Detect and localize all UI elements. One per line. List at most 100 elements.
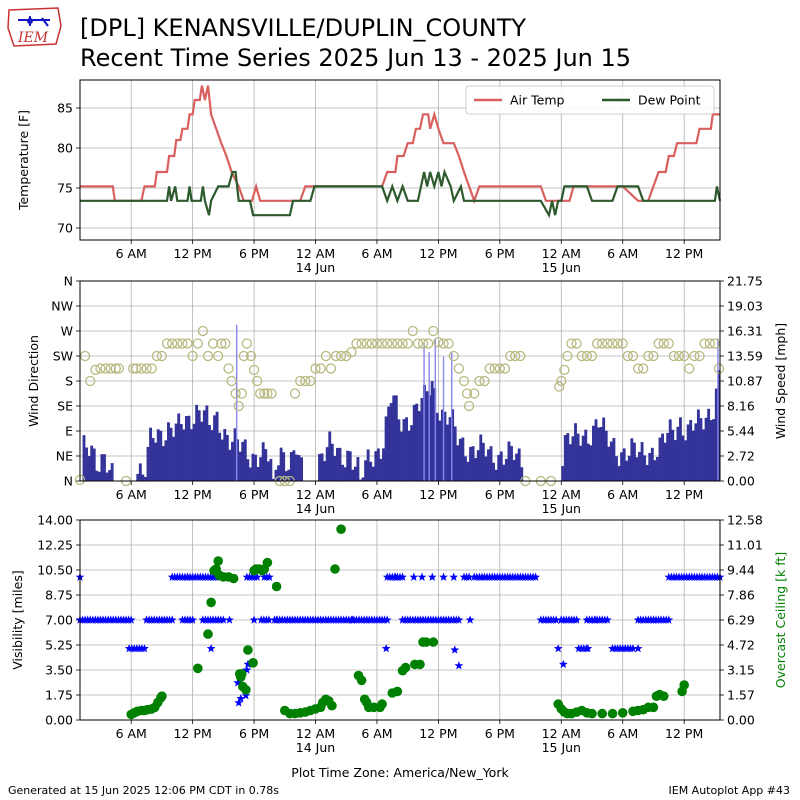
wind-speed-bar: [382, 448, 385, 481]
wind-xtick-label: 12 AM: [296, 487, 335, 502]
temp-xtick-label: 6 AM: [116, 246, 147, 261]
wind-speed-bar: [184, 416, 188, 481]
wind-direction-point: [110, 363, 121, 374]
wind-speed-tick-label: 13.59: [727, 349, 763, 364]
wind-direction-point: [105, 363, 116, 374]
wind-speed-bar: [264, 449, 268, 481]
temp-ytick-label: 75: [57, 181, 73, 196]
wind-speed-bar: [691, 430, 695, 481]
wind-speed-bar: [609, 441, 613, 481]
ceiling-ytick-label: 9.44: [727, 563, 755, 578]
visibility-point: [243, 659, 253, 668]
wind-speed-bar: [190, 429, 193, 481]
wind-speed-bar: [584, 429, 588, 481]
wind-speed-bar: [100, 454, 104, 481]
wind-speed-bar: [356, 457, 360, 481]
wind-speed-bar: [502, 464, 506, 481]
wind-speed-bar: [517, 448, 521, 481]
wind-speed-tick-label: 0.00: [727, 474, 755, 489]
wind-direction-point: [233, 400, 244, 412]
wind-xtick-label: 12 PM: [419, 487, 457, 502]
wind-direction-point: [622, 350, 633, 362]
temp-xtick-sublabel: 15 Jun: [542, 260, 581, 275]
wind-direction-point: [361, 338, 372, 349]
wind-speed-bar: [341, 464, 344, 481]
wind-speed-bar: [717, 370, 721, 481]
wind-speed-bar: [179, 424, 183, 481]
wind-speed-bar: [172, 436, 176, 481]
ceiling-point: [248, 658, 258, 668]
visibility-point: [551, 615, 561, 624]
ceiling-point: [648, 702, 659, 713]
visibility-point: [188, 615, 197, 624]
visibility-point: [454, 661, 464, 670]
vis-ytick-label: 8.75: [45, 588, 73, 603]
visibility-point: [272, 615, 281, 624]
wind-dir-tick-label: NE: [56, 449, 73, 464]
wind-direction-point: [335, 350, 347, 362]
visibility-point: [556, 615, 566, 624]
wind-dir-tick-label: NW: [51, 299, 73, 314]
temp-xtick-label: 12 PM: [174, 246, 212, 261]
wind-speed-bar: [656, 456, 659, 481]
legend-label-dew-point: Dew Point: [638, 93, 701, 108]
wind-dir-tick-label: N: [64, 474, 73, 489]
wind-direction-point: [197, 325, 209, 337]
wind-speed-bar: [392, 395, 396, 481]
wind-speed-bar: [714, 388, 718, 481]
wind-direction-point: [438, 338, 449, 349]
wind-direction-point: [684, 363, 695, 374]
wind-speed-tick-label: 2.72: [727, 449, 755, 464]
wind-speed-bar: [364, 460, 368, 481]
wind-speed-bar: [138, 463, 142, 481]
wind-xtick-label: 12 PM: [665, 487, 703, 502]
visibility-point: [450, 645, 460, 654]
wind-direction-point: [709, 338, 721, 349]
wind-speed-bar: [627, 455, 631, 481]
wind-direction-point: [167, 338, 178, 349]
wind-speed-bar: [679, 417, 682, 481]
wind-speed-bar: [141, 474, 145, 481]
wind-direction-point: [576, 350, 587, 362]
wind-direction-point: [85, 375, 96, 387]
visibility-point: [252, 572, 262, 581]
wind-speed-bar: [663, 442, 667, 481]
visibility-point: [531, 572, 541, 581]
wind-speed-bar: [512, 459, 516, 481]
wind-direction-point: [252, 375, 263, 387]
wind-direction-point: [638, 363, 649, 374]
wind-speed-bar: [430, 381, 434, 481]
wind-xtick-label: 6 AM: [607, 487, 638, 502]
chart-subtitle: Recent Time Series 2025 Jun 13 - 2025 Ju…: [80, 44, 632, 72]
wind-direction-point: [213, 350, 224, 362]
chart-title: [DPL] KENANSVILLE/DUPLIN_COUNTY: [80, 14, 527, 42]
wind-speed-bar: [215, 411, 219, 481]
wind-direction-ylabel: Wind Direction: [26, 335, 41, 427]
wind-speed-bar: [108, 470, 112, 481]
wind-speed-bar: [376, 448, 380, 481]
wind-speed-bar: [289, 452, 293, 481]
ceiling-point: [607, 708, 618, 719]
ceiling-point: [377, 699, 387, 709]
wind-direction-point: [161, 338, 173, 349]
wind-direction-point: [182, 338, 193, 349]
ceiling-point: [327, 700, 337, 711]
ceiling-point: [597, 708, 607, 719]
wind-direction-point: [679, 350, 690, 362]
vis-xtick-label: 12 PM: [419, 726, 457, 741]
wind-direction-point: [602, 338, 613, 349]
wind-direction-point: [151, 350, 162, 362]
wind-speed-bar: [702, 429, 705, 481]
wind-speed-bar: [417, 411, 421, 481]
wind-speed-bar: [446, 424, 449, 481]
wind-direction-point: [571, 338, 582, 349]
wind-direction-point: [423, 338, 434, 349]
vis-xtick-label: 12 AM: [542, 726, 581, 741]
temp-frame: [79, 79, 721, 241]
wind-speed-bar: [218, 432, 222, 481]
wind-speed-bar: [266, 461, 270, 481]
wind-direction-point: [417, 338, 429, 349]
wind-speed-bar: [200, 421, 204, 481]
wind-speed-bar: [346, 450, 350, 481]
wind-speed-bar: [87, 456, 91, 481]
